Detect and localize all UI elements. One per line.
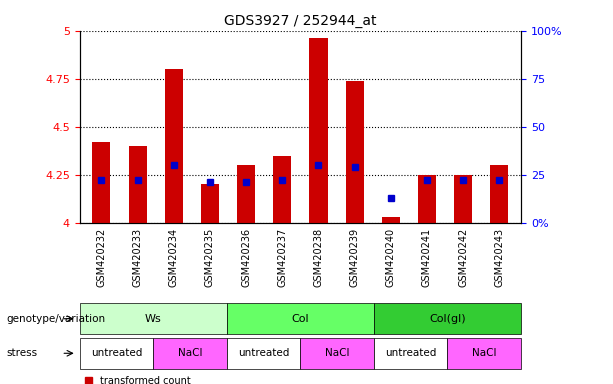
- Bar: [418, 175, 436, 223]
- Bar: [454, 175, 472, 223]
- Bar: [346, 81, 364, 223]
- Text: Ws: Ws: [145, 314, 162, 324]
- Text: untreated: untreated: [385, 348, 436, 358]
- Text: Col: Col: [292, 314, 309, 324]
- Bar: [165, 69, 183, 223]
- Text: NaCl: NaCl: [178, 348, 202, 358]
- Bar: [93, 142, 110, 223]
- Legend: transformed count, percentile rank within the sample: transformed count, percentile rank withi…: [85, 376, 265, 384]
- Text: Col(gl): Col(gl): [429, 314, 466, 324]
- Bar: [382, 217, 400, 223]
- Text: NaCl: NaCl: [325, 348, 349, 358]
- Bar: [129, 146, 147, 223]
- Bar: [310, 38, 327, 223]
- Bar: [237, 165, 255, 223]
- Text: NaCl: NaCl: [472, 348, 497, 358]
- Title: GDS3927 / 252944_at: GDS3927 / 252944_at: [224, 14, 376, 28]
- Text: genotype/variation: genotype/variation: [6, 314, 105, 324]
- Bar: [490, 165, 508, 223]
- Bar: [201, 184, 219, 223]
- Text: stress: stress: [6, 348, 37, 358]
- Bar: [273, 156, 291, 223]
- Text: untreated: untreated: [91, 348, 142, 358]
- Text: untreated: untreated: [238, 348, 289, 358]
